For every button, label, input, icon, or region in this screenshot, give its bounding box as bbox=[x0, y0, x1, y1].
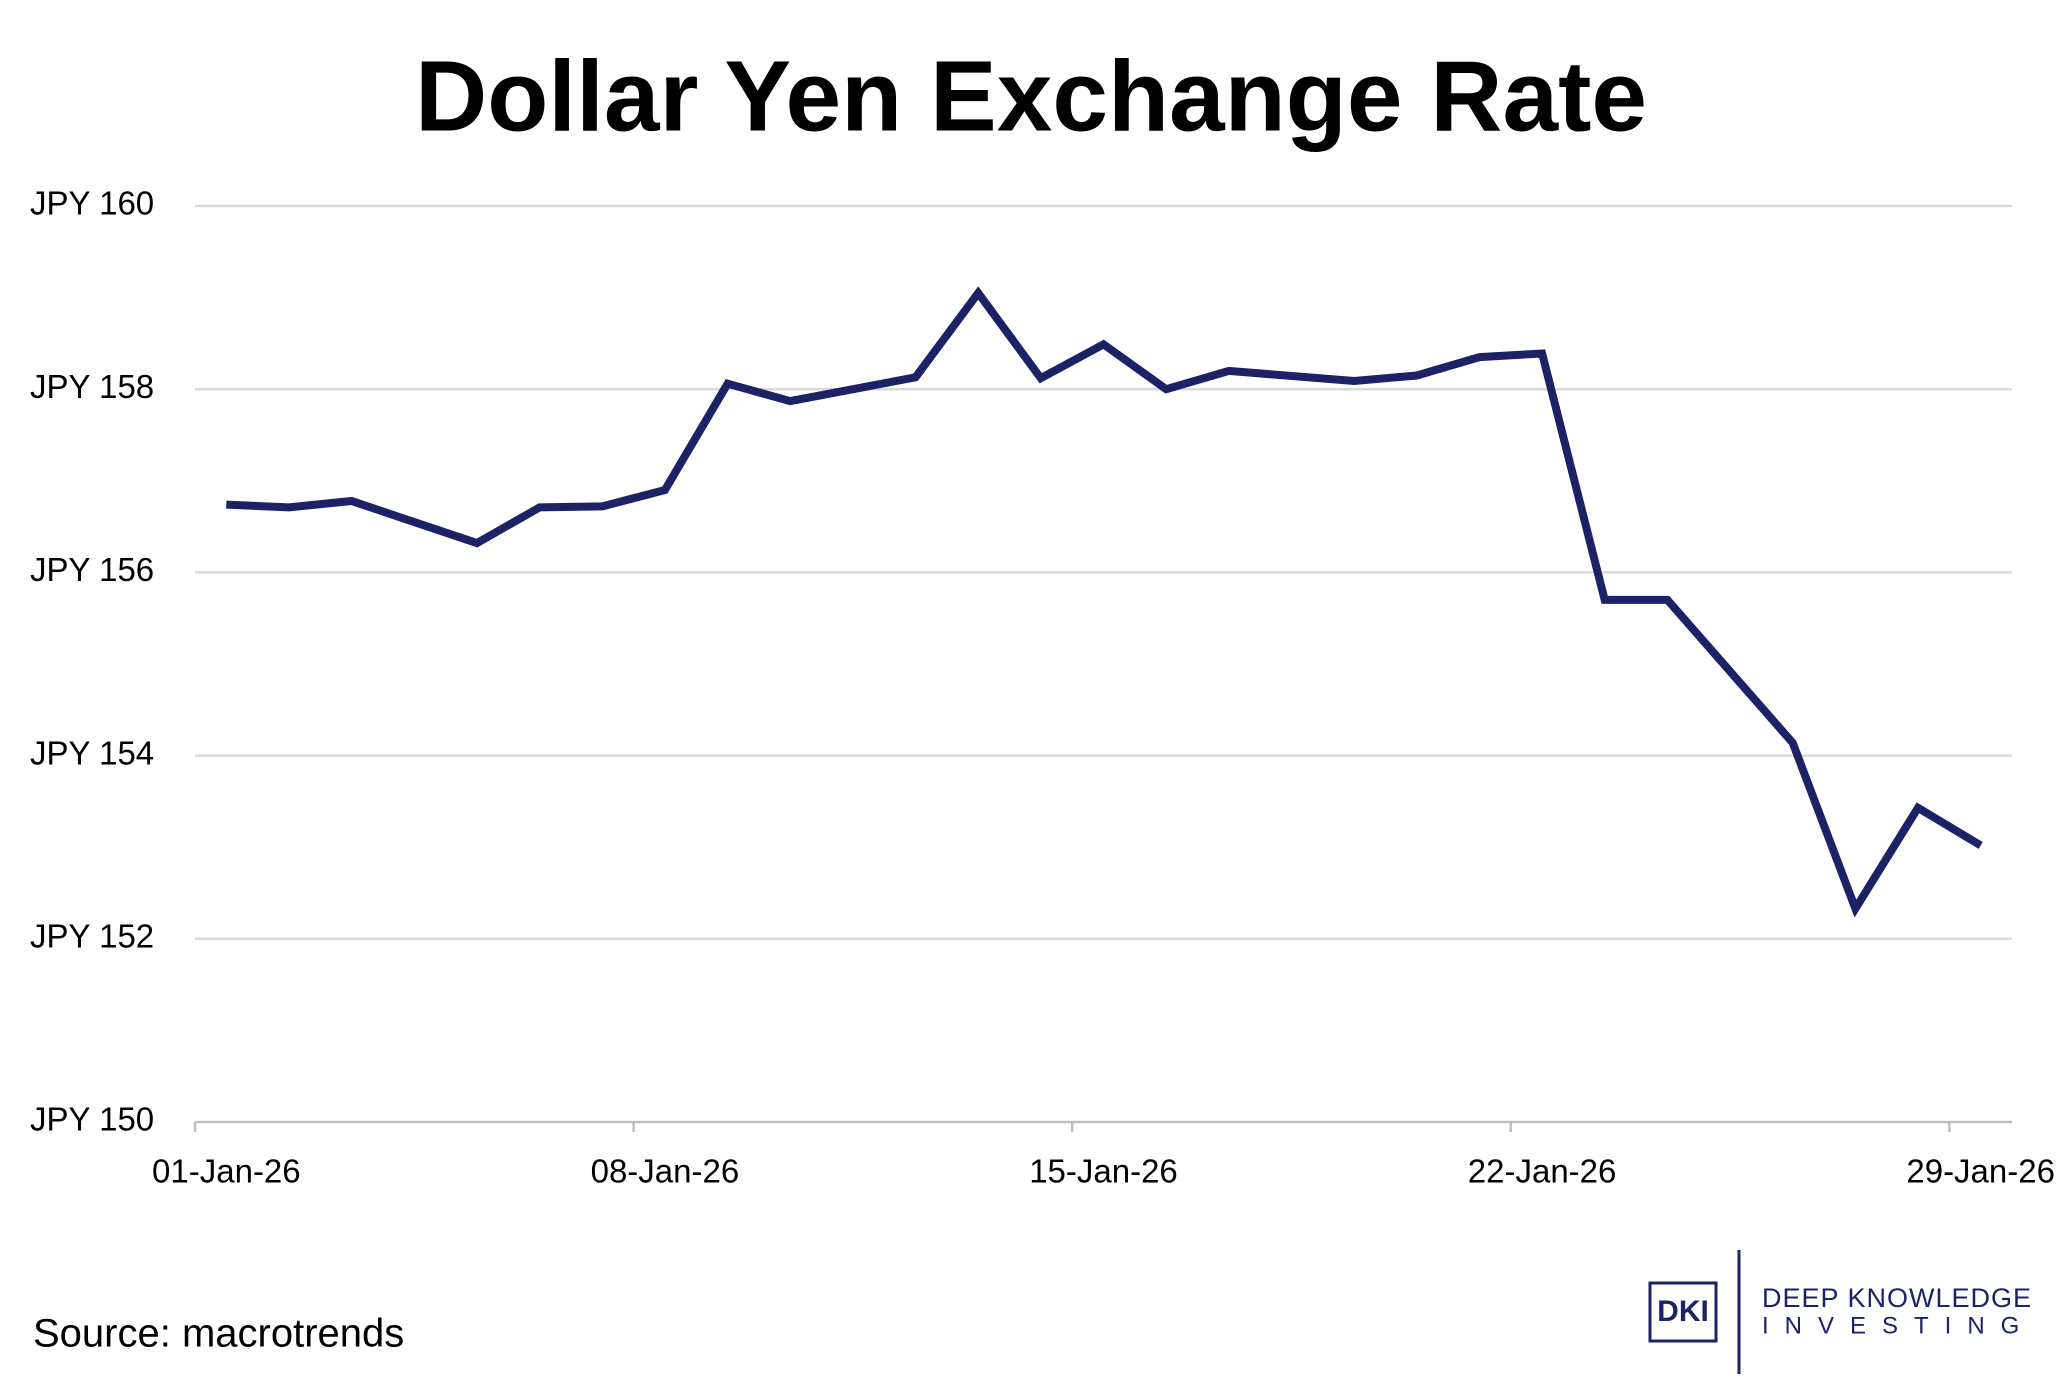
logo-box bbox=[1648, 1281, 1718, 1343]
y-tick-label: JPY 150 bbox=[30, 1101, 154, 1138]
x-tick-label: 15-Jan-26 bbox=[1029, 1153, 1178, 1190]
logo-line1: DEEP KNOWLEDGE bbox=[1762, 1283, 2032, 1313]
y-tick-label: JPY 152 bbox=[30, 918, 154, 955]
logo-line2: INVESTING bbox=[1762, 1312, 2035, 1339]
y-tick-label: JPY 154 bbox=[30, 734, 154, 771]
series-line bbox=[226, 286, 1983, 918]
y-tick-label: JPY 160 bbox=[30, 185, 154, 222]
logo-mark: DKI bbox=[1657, 1295, 1709, 1328]
x-tick-label: 22-Jan-26 bbox=[1468, 1153, 1617, 1190]
x-tick-label: 01-Jan-26 bbox=[152, 1153, 301, 1190]
x-tick-label: 29-Jan-26 bbox=[1906, 1153, 2055, 1190]
chart-title: Dollar Yen Exchange Rate bbox=[415, 40, 1647, 152]
logo: DKI DEEP KNOWLEDGE INVESTING bbox=[1648, 1250, 2035, 1374]
y-tick-label: JPY 158 bbox=[30, 368, 154, 405]
x-tick-label: 08-Jan-26 bbox=[591, 1153, 740, 1190]
y-tick-label: JPY 156 bbox=[30, 551, 154, 588]
source-note: Source: macrotrends bbox=[33, 1312, 404, 1356]
